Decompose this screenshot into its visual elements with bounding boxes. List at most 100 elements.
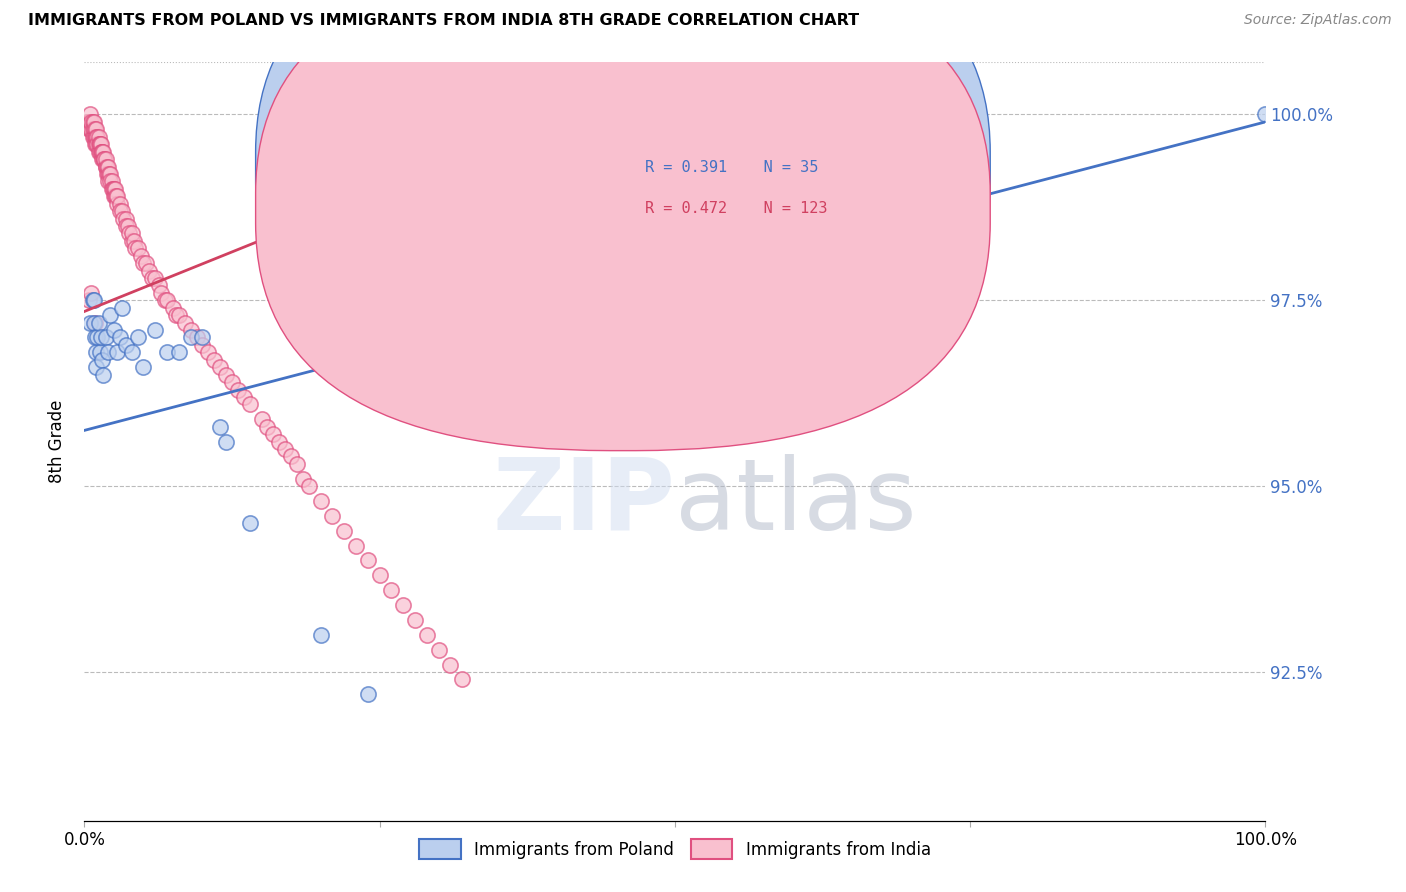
Point <box>89 345 111 359</box>
Point <box>80 115 103 129</box>
Point <box>84 360 107 375</box>
Point <box>127 330 149 344</box>
Point <box>215 434 238 449</box>
Point <box>107 345 129 359</box>
Point <box>94 330 117 344</box>
Legend: Immigrants from Poland, Immigrants from India: Immigrants from Poland, Immigrants from … <box>412 833 938 865</box>
Point <box>250 412 273 426</box>
Point <box>84 122 107 136</box>
Point <box>83 129 105 144</box>
Point <box>82 129 104 144</box>
Point <box>114 338 136 352</box>
FancyBboxPatch shape <box>256 0 990 450</box>
Point <box>97 345 120 359</box>
Point <box>112 211 135 226</box>
Point <box>416 628 439 642</box>
Point <box>100 174 122 188</box>
Point <box>135 256 157 270</box>
Point <box>180 330 202 344</box>
Point <box>143 323 166 337</box>
Point <box>77 293 100 308</box>
Point <box>98 167 121 181</box>
Point <box>239 516 262 531</box>
Point <box>121 345 143 359</box>
Point <box>132 256 155 270</box>
Point <box>86 330 108 344</box>
Point <box>84 316 107 330</box>
Point <box>83 293 105 308</box>
Point <box>166 308 188 322</box>
Point <box>98 308 121 322</box>
Point <box>91 145 114 159</box>
Point <box>80 285 103 300</box>
Point <box>101 182 124 196</box>
Point <box>156 293 179 308</box>
Point <box>79 316 101 330</box>
Point <box>84 330 107 344</box>
Point <box>291 472 314 486</box>
Point <box>129 249 152 263</box>
Point <box>86 129 108 144</box>
Point <box>191 338 214 352</box>
Point <box>392 598 415 612</box>
Point <box>103 189 125 203</box>
Point <box>107 189 129 203</box>
Point <box>285 457 308 471</box>
Point <box>79 122 101 136</box>
Text: ZIP: ZIP <box>492 454 675 550</box>
Point <box>153 293 176 308</box>
Point <box>79 115 101 129</box>
Point <box>97 174 120 188</box>
Point <box>108 204 131 219</box>
Point <box>103 323 125 337</box>
Point <box>114 219 136 233</box>
Point <box>451 673 474 687</box>
Point <box>427 642 450 657</box>
Point <box>180 323 202 337</box>
Point <box>215 368 238 382</box>
Point <box>344 539 367 553</box>
Point <box>108 330 131 344</box>
Point <box>321 508 343 523</box>
Point <box>91 352 114 367</box>
Point <box>93 152 115 166</box>
Point <box>96 167 118 181</box>
Point <box>221 375 243 389</box>
Point <box>105 189 128 203</box>
Point <box>87 129 110 144</box>
Point <box>173 316 195 330</box>
Point <box>357 553 380 567</box>
Point <box>269 434 291 449</box>
Point <box>84 122 107 136</box>
Point <box>118 227 141 241</box>
Point <box>197 345 219 359</box>
Point <box>121 227 143 241</box>
Point <box>309 494 332 508</box>
Point <box>83 115 105 129</box>
Point <box>107 196 129 211</box>
Y-axis label: 8th Grade: 8th Grade <box>48 400 66 483</box>
Point <box>439 657 461 672</box>
Point <box>357 687 380 701</box>
Point <box>97 167 120 181</box>
Point <box>84 137 107 152</box>
Point <box>124 241 146 255</box>
Point <box>84 345 107 359</box>
Point <box>167 308 190 322</box>
Point <box>209 419 232 434</box>
Point <box>79 107 101 121</box>
Point <box>202 352 225 367</box>
Point <box>782 301 804 315</box>
Point <box>111 301 134 315</box>
Point <box>86 137 108 152</box>
FancyBboxPatch shape <box>586 127 846 244</box>
Point <box>83 122 105 136</box>
Point <box>90 137 112 152</box>
Point <box>84 137 107 152</box>
Point <box>309 628 332 642</box>
Point <box>93 152 115 166</box>
Point <box>368 568 391 582</box>
Point <box>91 145 114 159</box>
Point <box>100 182 122 196</box>
Point <box>84 129 107 144</box>
